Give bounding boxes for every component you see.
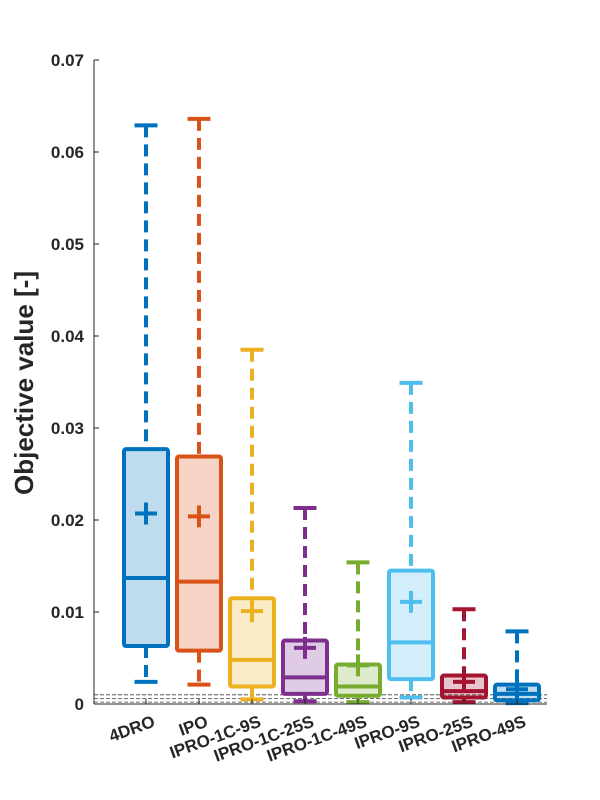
reference-lines [94, 694, 547, 703]
y-tick-label: 0.04 [51, 327, 85, 346]
x-axis-categories: 4DRO IPOIPRO-1C-9SIPRO-1C-25SIPRO-1C-49SI… [106, 699, 528, 766]
mean-marker [135, 502, 157, 525]
y-tick-label: 0.03 [51, 419, 84, 438]
y-axis-label: Objective value [-] [9, 271, 39, 495]
box-1 [122, 123, 170, 684]
iqr-box [122, 447, 170, 649]
box-2 [175, 116, 223, 687]
iqr-box [387, 568, 435, 682]
mean-marker [188, 505, 210, 528]
box-5 [334, 560, 382, 705]
y-tick-label: 0.06 [51, 143, 84, 162]
y-tick-label: 0.02 [51, 511, 84, 530]
iqr-box [228, 596, 276, 689]
box-3 [228, 347, 276, 702]
mean-marker [506, 678, 528, 701]
box-4 [281, 506, 329, 704]
mean-marker [400, 590, 422, 613]
y-axis-ticks: 0 0.01 0.02 0.03 0.04 0.05 0.06 0.07 [51, 51, 99, 714]
y-tick-label: 0.01 [51, 603, 84, 622]
mean-marker [453, 670, 475, 693]
mean-marker [347, 654, 369, 677]
mean-marker [241, 600, 263, 623]
mean-marker [294, 636, 316, 659]
y-tick-label: 0.07 [51, 51, 84, 70]
box-8 [493, 629, 541, 706]
box-7 [440, 607, 488, 705]
box-6 [387, 380, 435, 700]
y-tick-label: 0 [75, 695, 84, 714]
axes [93, 60, 547, 705]
box-plot-series [122, 116, 541, 706]
iqr-box [175, 454, 223, 653]
x-category-label: 4DRO [106, 712, 157, 746]
y-tick-label: 0.05 [51, 235, 84, 254]
